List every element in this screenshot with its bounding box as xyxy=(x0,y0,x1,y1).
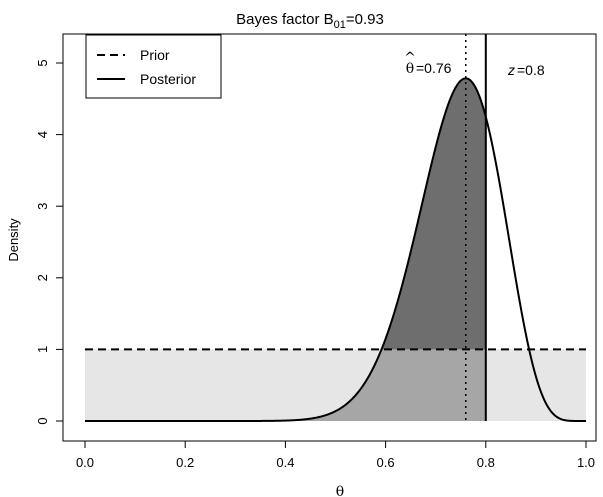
legend-box xyxy=(85,34,222,99)
y-tick-label: 4 xyxy=(35,131,50,138)
z-value: =0.8 xyxy=(517,62,545,78)
title-tail: =0.93 xyxy=(346,11,384,28)
posterior-curve xyxy=(85,77,586,422)
y-tick-label: 0 xyxy=(35,417,50,424)
z-symbol: z xyxy=(507,62,515,78)
y-axis-label: Density xyxy=(6,218,21,262)
legend-prior-label: Prior xyxy=(140,47,170,63)
y-tick-label: 3 xyxy=(35,203,50,210)
y-tick-label: 2 xyxy=(35,274,50,281)
y-axis: 0 1 2 3 4 5 xyxy=(35,59,64,425)
x-tick-label: 0.2 xyxy=(176,455,194,470)
legend: Prior Posterior xyxy=(85,34,222,99)
theta-hat-symbol: θ xyxy=(406,61,414,77)
plot-layer xyxy=(85,34,586,422)
posterior-excess-area xyxy=(85,78,486,350)
x-tick-label: 0.4 xyxy=(276,455,294,470)
x-tick-label: 0.8 xyxy=(477,455,495,470)
theta-hat-annotation: θ ^ =0.76 xyxy=(404,50,452,77)
title-main: Bayes factor B xyxy=(236,11,334,28)
x-tick-label: 1.0 xyxy=(577,455,595,470)
z-annotation: z =0.8 xyxy=(507,62,545,78)
title-subscript: 01 xyxy=(334,19,346,31)
x-axis-label: θ xyxy=(336,484,344,497)
x-axis: 0.0 0.2 0.4 0.6 0.8 1.0 xyxy=(76,440,595,470)
legend-posterior-label: Posterior xyxy=(140,71,196,87)
chart-title: Bayes factor B01=0.93 xyxy=(236,11,384,31)
x-tick-label: 0.6 xyxy=(377,455,395,470)
overlap-area xyxy=(85,349,486,421)
y-tick-label: 5 xyxy=(35,59,50,66)
y-tick-label: 1 xyxy=(35,346,50,353)
theta-hat-caret: ^ xyxy=(404,50,416,66)
theta-hat-value: =0.76 xyxy=(416,60,452,76)
prior-area xyxy=(85,349,586,421)
x-tick-label: 0.0 xyxy=(76,455,94,470)
